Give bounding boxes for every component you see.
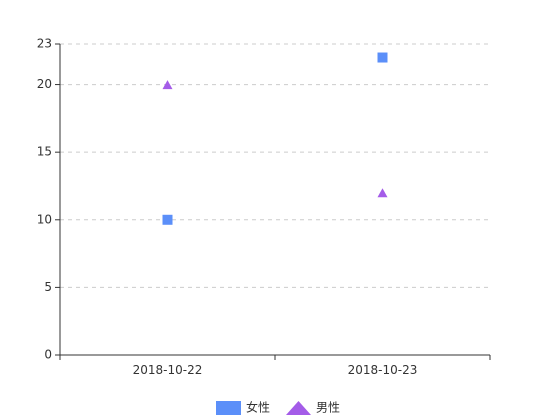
y-tick-label: 15 bbox=[37, 145, 52, 159]
data-points bbox=[162, 52, 388, 225]
y-tick-label: 10 bbox=[37, 212, 52, 226]
legend: 女性 男性 bbox=[216, 400, 340, 415]
x-tick-label: 2018-10-23 bbox=[348, 363, 418, 377]
data-point-triangle-series-1 bbox=[377, 188, 388, 198]
data-point-triangle-series-1 bbox=[162, 80, 173, 90]
legend-swatch-triangle bbox=[286, 401, 311, 415]
data-point-square-series-0 bbox=[377, 52, 388, 63]
y-tick-label: 5 bbox=[44, 280, 52, 294]
gridlines bbox=[60, 43, 490, 288]
axes: 0 5 10 15 20 23 2018-10-22 2018-10-23 bbox=[37, 37, 491, 377]
y-tick-label: 23 bbox=[37, 37, 52, 51]
legend-label: 女性 bbox=[246, 400, 270, 415]
legend-label: 男性 bbox=[316, 401, 340, 415]
y-tick-label: 20 bbox=[37, 77, 52, 91]
legend-swatch-square bbox=[216, 401, 241, 415]
data-point-square-series-0 bbox=[162, 214, 173, 225]
y-tick-label: 0 bbox=[44, 348, 52, 362]
x-tick-label: 2018-10-22 bbox=[133, 363, 203, 377]
